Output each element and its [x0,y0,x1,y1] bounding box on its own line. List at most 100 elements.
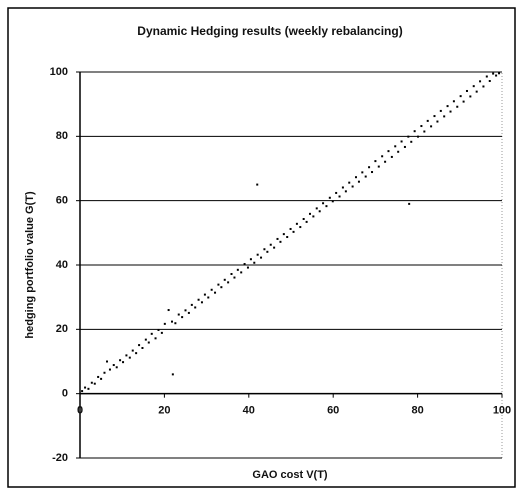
point [295,222,298,225]
point [246,266,249,269]
x-tick-label: 80 [411,405,423,417]
point [141,346,144,349]
point [184,309,187,312]
point [381,155,384,158]
point [439,109,442,112]
point [423,130,426,133]
point [217,283,220,286]
point [157,328,160,331]
point [492,72,495,75]
point [459,95,462,98]
point [163,322,166,325]
point [115,366,118,369]
point [465,89,468,92]
chart-frame [7,7,516,488]
x-tick-label: 0 [77,405,83,417]
y-tick-label: 20 [56,323,68,335]
point [119,359,122,362]
point [187,311,190,314]
point [97,375,100,378]
point [93,382,96,385]
point [122,361,125,364]
point [90,381,93,384]
point [299,226,302,229]
chart-title: Dynamic Hedging results (weekly rebalanc… [137,24,402,38]
point [106,360,109,363]
point [171,373,174,376]
point [417,135,420,138]
point [266,250,269,253]
point [420,125,423,128]
point [387,150,390,153]
point [436,120,439,123]
point [200,301,203,304]
point [377,165,380,168]
point [374,160,377,163]
point [263,248,266,251]
y-tick-label: 80 [56,130,68,142]
point [81,390,84,393]
point [305,220,308,223]
point [108,368,111,371]
point [354,176,357,179]
point [315,207,318,210]
y-axis-label: hedging portfolio value G(T) [24,191,36,339]
y-tick-label: 40 [56,259,68,271]
point [318,210,321,213]
point [433,115,436,118]
point [308,212,311,215]
point [426,119,429,122]
point [253,261,256,264]
point [273,246,276,249]
point [190,303,193,306]
point [325,205,328,208]
point [249,258,252,261]
point [214,291,217,294]
point [322,202,325,205]
point [240,271,243,274]
point [331,200,334,203]
y-tick-label: 0 [62,388,68,400]
point [488,80,491,83]
point [443,115,446,118]
point [348,181,351,184]
point [485,75,488,78]
point [282,233,285,236]
point [203,293,206,296]
point [150,332,153,335]
point [495,74,498,77]
point [144,338,147,341]
point [482,85,485,88]
x-axis-label: GAO cost V(T) [252,469,328,481]
point [410,140,413,143]
point [230,273,233,276]
point [135,352,138,355]
point [177,313,180,316]
point [100,377,103,380]
point [207,296,210,299]
point [210,288,213,291]
point [351,185,354,188]
point [394,145,397,148]
point [170,320,173,323]
point [371,171,374,174]
point [338,195,341,198]
point [357,180,360,183]
point [160,331,163,334]
point [312,215,315,218]
point [361,171,364,174]
y-tick-label: -20 [52,452,68,464]
point [279,240,282,243]
point [236,268,239,271]
point [403,145,406,148]
point [256,253,259,256]
point [475,90,478,93]
point [138,344,141,347]
point [469,95,472,98]
point [341,186,344,189]
point [344,190,347,193]
x-tick-label: 40 [243,405,255,417]
point [243,263,246,266]
point [112,364,115,367]
point [194,306,197,309]
